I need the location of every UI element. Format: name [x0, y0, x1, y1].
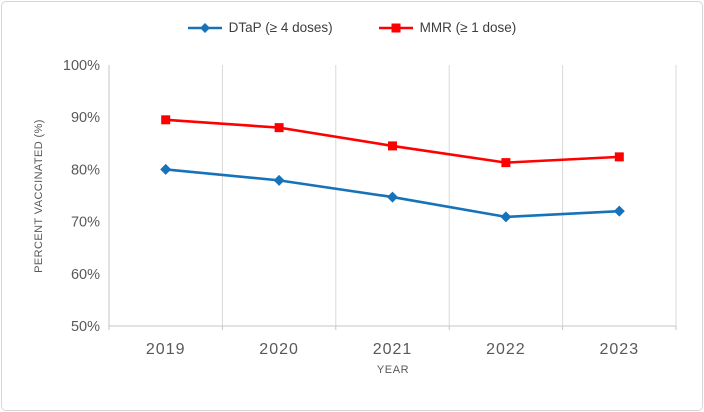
- y-tick-label: 70%: [71, 215, 100, 231]
- x-tick-label: 2021: [373, 341, 413, 358]
- dtap-legend-marker-icon: [187, 22, 222, 33]
- y-tick-label: 60%: [71, 267, 100, 283]
- data-point-square: [501, 158, 511, 168]
- square-marker-icon: [391, 23, 401, 32]
- diamond-marker-icon: [199, 22, 210, 33]
- x-tick-label: 2023: [600, 341, 640, 358]
- x-tick-label: 2020: [259, 341, 299, 358]
- mmr-legend-marker-icon: [378, 23, 413, 32]
- data-point-diamond: [613, 205, 625, 217]
- y-tick-label: 50%: [71, 319, 100, 335]
- data-point-square: [161, 115, 171, 125]
- data-point-diamond: [160, 163, 172, 175]
- data-point-square: [614, 152, 624, 162]
- legend-label-mmr: MMR (≥ 1 dose): [419, 20, 517, 35]
- chart-legend: DTaP (≥ 4 doses) MMR (≥ 1 dose): [2, 20, 702, 35]
- x-axis-title: YEAR: [376, 364, 410, 376]
- data-point-square: [274, 123, 284, 133]
- y-tick-label: 80%: [71, 162, 100, 178]
- y-tick-label: 100%: [63, 58, 100, 74]
- series-line-mmr: [164, 118, 621, 164]
- data-point-diamond: [273, 174, 285, 186]
- y-tick-label: 90%: [71, 110, 100, 126]
- data-point-diamond: [387, 191, 398, 203]
- x-tick-label: 2019: [146, 341, 186, 358]
- data-point-diamond: [500, 211, 512, 223]
- legend-label-dtap: DTaP (≥ 4 doses): [228, 20, 333, 35]
- data-point-square: [388, 141, 397, 151]
- legend-item-mmr[interactable]: MMR (≥ 1 dose): [378, 20, 517, 35]
- x-tick-label: 2022: [486, 341, 526, 358]
- legend-item-dtap[interactable]: DTaP (≥ 4 doses): [187, 20, 333, 35]
